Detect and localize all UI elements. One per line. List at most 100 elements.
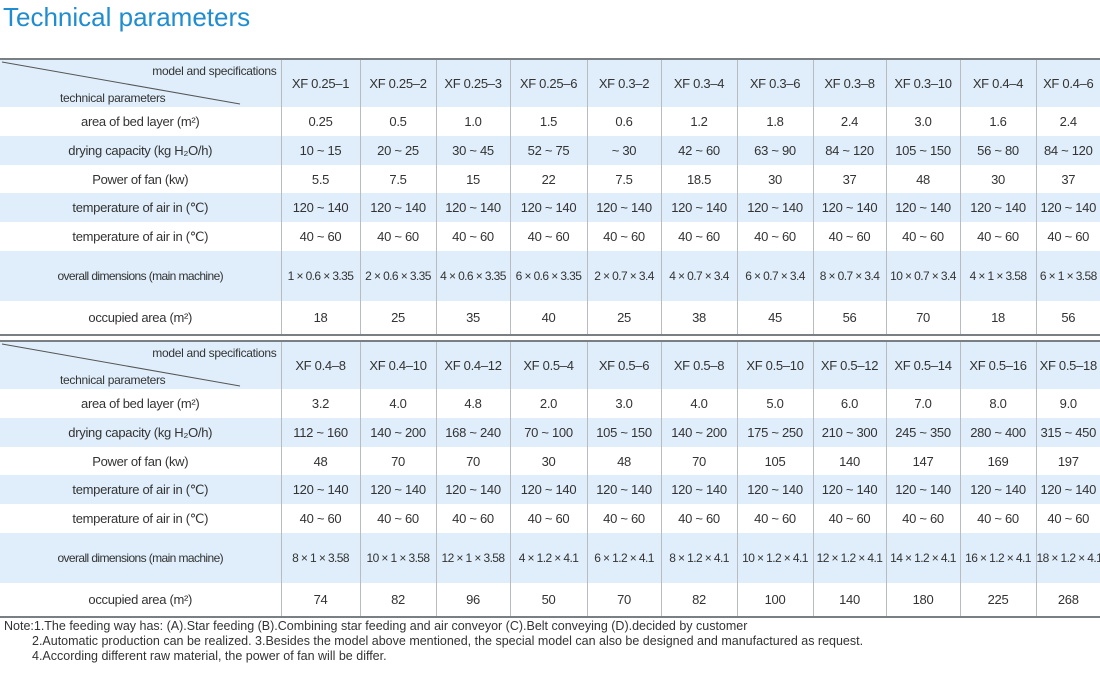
model-cell: XF 0.25–6	[509, 59, 587, 107]
table-cell: 74	[280, 583, 360, 617]
table-cell: 4.0	[359, 389, 436, 418]
table-cell: 10 × 1.2 × 4.1	[736, 533, 813, 583]
table-cell: 40	[509, 301, 587, 335]
table-cell: 120 ~ 140	[586, 475, 661, 504]
model-cell: XF 0.4–10	[359, 341, 436, 389]
table-cell: 120 ~ 140	[660, 193, 737, 222]
table-cell: 84 ~ 120	[1035, 136, 1100, 165]
note-line: 2.Automatic production can be realized. …	[32, 634, 864, 648]
table-cell: 1.0	[435, 107, 510, 136]
model-cell: XF 0.3–2	[586, 59, 661, 107]
table-cell: 3.0	[586, 389, 661, 418]
table-cell: 10 × 1 × 3.58	[359, 533, 436, 583]
table-row: temperature of air in (℃) 40 ~ 60 40 ~ 6…	[0, 222, 1100, 251]
corner-label-model: model and specifications	[152, 64, 277, 78]
table-cell: 120 ~ 140	[586, 193, 661, 222]
table-cell: 0.6	[586, 107, 661, 136]
table-cell: 30	[959, 165, 1036, 193]
table-cell: 14 × 1.2 × 4.1	[885, 533, 960, 583]
table-row: occupied area (m²) 18 25 35 40 25 38 45 …	[0, 301, 1100, 335]
table-cell: 120 ~ 140	[812, 193, 886, 222]
table-row: occupied area (m²) 74 82 96 50 70 82 100…	[0, 583, 1100, 617]
table-row: drying capacity (kg H₂O/h) 10 ~ 15 20 ~ …	[0, 136, 1100, 165]
row-label-dims: overall dimensions (main machine)	[0, 533, 281, 583]
table-cell: 120 ~ 140	[435, 193, 510, 222]
row-label-occupied: occupied area (m²)	[0, 583, 281, 617]
table-cell: 40 ~ 60	[959, 222, 1036, 251]
model-cell: XF 0.5–8	[660, 341, 737, 389]
model-cell: XF 0.5–18	[1035, 341, 1100, 389]
table-cell: 6.0	[812, 389, 886, 418]
table-cell: 40 ~ 60	[435, 222, 510, 251]
table-cell: 140	[812, 583, 886, 617]
row-label-area: area of bed layer (m²)	[0, 389, 281, 418]
table-cell: 4 × 0.7 × 3.4	[660, 251, 737, 301]
table-row: overall dimensions (main machine) 1 × 0.…	[0, 251, 1100, 301]
table-cell: 120 ~ 140	[812, 475, 886, 504]
table-cell: 268	[1035, 583, 1100, 617]
note-line: Note:1.The feeding way has: (A).Star fee…	[4, 619, 748, 633]
model-cell: XF 0.5–10	[736, 341, 813, 389]
table-cell: 1.8	[736, 107, 813, 136]
model-header-row: model and specifications technical param…	[0, 341, 1100, 389]
table-cell: 40 ~ 60	[736, 504, 813, 533]
table-cell: 6 × 0.6 × 3.35	[509, 251, 587, 301]
table-cell: 245 ~ 350	[885, 418, 960, 447]
corner-label-technical: technical parameters	[60, 91, 166, 105]
table-cell: 120 ~ 140	[435, 475, 510, 504]
table-cell: 15	[435, 165, 510, 193]
table-cell: 120 ~ 140	[359, 193, 436, 222]
table-cell: 120 ~ 140	[1035, 475, 1100, 504]
row-label-occupied: occupied area (m²)	[0, 301, 281, 335]
model-cell: XF 0.25–2	[359, 59, 436, 107]
table-cell: 70	[586, 583, 661, 617]
table-cell: 1.2	[660, 107, 737, 136]
table-cell: 40 ~ 60	[1035, 222, 1100, 251]
table-cell: 56	[812, 301, 886, 335]
table-cell: 1.6	[959, 107, 1036, 136]
row-label-capacity: drying capacity (kg H₂O/h)	[0, 136, 281, 165]
table-cell: 197	[1035, 447, 1100, 475]
table-cell: 140 ~ 200	[660, 418, 737, 447]
table-cell: 0.25	[280, 107, 360, 136]
table-cell: 20 ~ 25	[359, 136, 436, 165]
table-cell: 6 × 1 × 3.58	[1035, 251, 1100, 301]
table-cell: 169	[959, 447, 1036, 475]
table-cell: 18.5	[660, 165, 737, 193]
table-cell: 70	[660, 447, 737, 475]
model-cell: XF 0.3–4	[660, 59, 737, 107]
table-cell: 3.2	[280, 389, 360, 418]
row-label-temp-out: temperature of air in (℃)	[0, 504, 281, 533]
table-cell: 37	[1035, 165, 1100, 193]
table-cell: 2 × 0.7 × 3.4	[586, 251, 661, 301]
table-cell: 105 ~ 150	[885, 136, 960, 165]
table-cell: 168 ~ 240	[435, 418, 510, 447]
table-cell: 35	[435, 301, 510, 335]
table-cell: 120 ~ 140	[885, 193, 960, 222]
table-cell: 6 × 1.2 × 4.1	[586, 533, 661, 583]
table-cell: 4 × 1.2 × 4.1	[509, 533, 587, 583]
table-cell: 16 × 1.2 × 4.1	[959, 533, 1036, 583]
table-cell: 112 ~ 160	[280, 418, 360, 447]
table-cell: 50	[509, 583, 587, 617]
table-cell: 120 ~ 140	[885, 475, 960, 504]
table-cell: 8 × 0.7 × 3.4	[812, 251, 886, 301]
spec-table-1: model and specifications technical param…	[0, 58, 1100, 336]
row-label-temp-in: temperature of air in (℃)	[0, 475, 281, 504]
table-cell: ~ 30	[586, 136, 661, 165]
table-cell: 120 ~ 140	[959, 475, 1036, 504]
table-cell: 120 ~ 140	[736, 475, 813, 504]
table-row: area of bed layer (m²) 3.2 4.0 4.8 2.0 3…	[0, 389, 1100, 418]
table-cell: 9.0	[1035, 389, 1100, 418]
table-row: Power of fan (kw) 5.5 7.5 15 22 7.5 18.5…	[0, 165, 1100, 193]
table-cell: 70	[359, 447, 436, 475]
model-cell: XF 0.5–6	[586, 341, 661, 389]
table-cell: 37	[812, 165, 886, 193]
table-row: temperature of air in (℃) 40 ~ 60 40 ~ 6…	[0, 504, 1100, 533]
table-cell: 30 ~ 45	[435, 136, 510, 165]
table-cell: 12 × 1 × 3.58	[435, 533, 510, 583]
table-cell: 40 ~ 60	[435, 504, 510, 533]
table-cell: 120 ~ 140	[359, 475, 436, 504]
table-cell: 40 ~ 60	[280, 222, 360, 251]
notes-block: Note:1.The feeding way has: (A).Star fee…	[4, 619, 863, 664]
